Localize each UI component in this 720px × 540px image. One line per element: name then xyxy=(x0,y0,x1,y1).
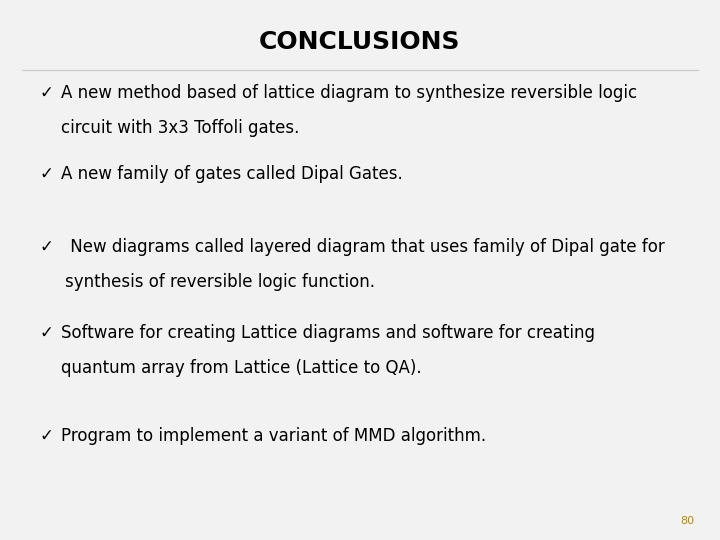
Text: Program to implement a variant of MMD algorithm.: Program to implement a variant of MMD al… xyxy=(61,427,486,444)
Text: ✓: ✓ xyxy=(40,238,53,255)
Text: A new method based of lattice diagram to synthesize reversible logic: A new method based of lattice diagram to… xyxy=(61,84,637,102)
Text: CONCLUSIONS: CONCLUSIONS xyxy=(259,30,461,53)
Text: synthesis of reversible logic function.: synthesis of reversible logic function. xyxy=(65,273,375,291)
Text: A new family of gates called Dipal Gates.: A new family of gates called Dipal Gates… xyxy=(61,165,403,183)
Text: circuit with 3x3 Toffoli gates.: circuit with 3x3 Toffoli gates. xyxy=(61,119,300,137)
Text: ✓: ✓ xyxy=(40,324,53,342)
Text: ✓: ✓ xyxy=(40,165,53,183)
Text: ✓: ✓ xyxy=(40,84,53,102)
Text: ✓: ✓ xyxy=(40,427,53,444)
Text: Software for creating Lattice diagrams and software for creating: Software for creating Lattice diagrams a… xyxy=(61,324,595,342)
Text: New diagrams called layered diagram that uses family of Dipal gate for: New diagrams called layered diagram that… xyxy=(65,238,665,255)
Text: quantum array from Lattice (Lattice to QA).: quantum array from Lattice (Lattice to Q… xyxy=(61,359,422,377)
Text: 80: 80 xyxy=(680,516,695,526)
